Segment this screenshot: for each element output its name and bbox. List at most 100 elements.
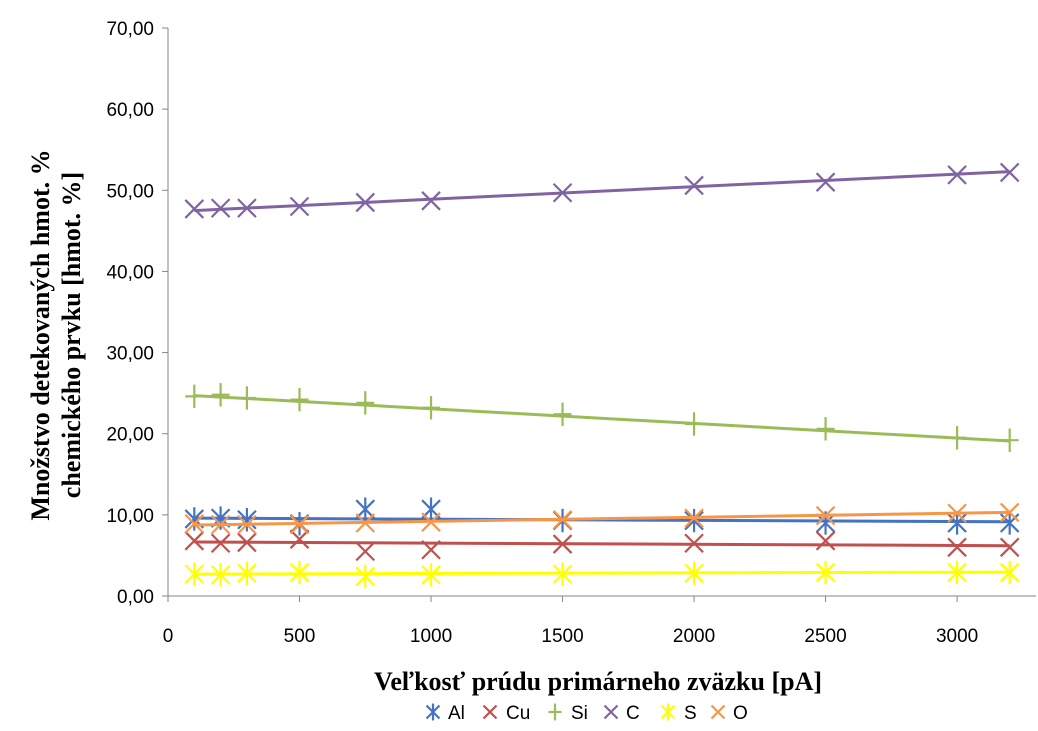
data-point-O xyxy=(237,514,257,535)
y-tick-label: 60,00 xyxy=(106,100,154,121)
data-point-Si xyxy=(816,417,835,441)
data-point-O xyxy=(289,514,310,535)
data-point-C xyxy=(684,175,704,196)
legend-label-O: O xyxy=(733,703,748,724)
y-tick-label: 0,00 xyxy=(117,587,154,608)
x-axis-title: Veľkosť prúdu primárneho zväzku [pA] xyxy=(374,667,822,696)
series-C xyxy=(184,162,1020,219)
marker-stroke xyxy=(421,191,441,211)
data-point-S xyxy=(552,562,573,586)
trendline-O xyxy=(194,510,1010,527)
y-axis-title: Množstvo detekovaných hmot. % chemického… xyxy=(26,149,86,520)
legend: Al Cu Si C S O xyxy=(425,703,748,724)
data-point-Cu xyxy=(237,532,257,553)
marker-stroke xyxy=(210,198,231,218)
data-point-Si xyxy=(948,426,967,450)
trendline-Cu xyxy=(194,540,1010,548)
data-point-C xyxy=(237,198,257,218)
legend-marker-Cu xyxy=(482,704,498,720)
marker-stroke xyxy=(482,704,498,720)
data-point-O xyxy=(421,512,441,532)
legend-label-S: S xyxy=(684,703,697,724)
trendline-Si xyxy=(194,394,1010,443)
data-point-Cu xyxy=(289,529,310,549)
data-point-Si xyxy=(1000,428,1019,452)
marker-stroke xyxy=(421,512,441,532)
marker-stroke xyxy=(684,533,704,554)
trendline-C xyxy=(194,170,1010,213)
data-point-Al xyxy=(947,511,967,535)
legend-marker-Si xyxy=(548,703,562,721)
legend-label-Al: Al xyxy=(448,703,465,724)
marker-stroke xyxy=(355,513,376,533)
marker-stroke xyxy=(947,165,967,185)
marker-stroke xyxy=(210,533,231,554)
marker-stroke xyxy=(947,537,967,558)
trendline-S xyxy=(194,570,1010,576)
legend-label-C: C xyxy=(626,703,640,724)
marker-stroke xyxy=(999,162,1020,183)
x-tick-label: 500 xyxy=(284,626,316,647)
legend-marker-C xyxy=(603,704,619,720)
legend-label-Cu: Cu xyxy=(506,703,530,724)
data-point-Si xyxy=(211,383,230,407)
marker-stroke xyxy=(815,531,836,551)
data-point-C xyxy=(421,191,441,211)
marker-stroke xyxy=(184,531,205,551)
data-point-Si xyxy=(356,391,375,415)
data-point-O xyxy=(815,505,836,526)
series-O xyxy=(184,502,1020,535)
marker-stroke xyxy=(289,196,310,217)
marker-stroke xyxy=(603,704,619,720)
data-point-C xyxy=(289,196,310,217)
data-point-O xyxy=(210,514,231,535)
data-point-Cu xyxy=(210,533,231,554)
axes xyxy=(162,27,1036,602)
marker-stroke xyxy=(421,539,441,560)
series-Si xyxy=(185,383,1019,452)
data-point-Cu xyxy=(355,541,376,562)
data-point-Si xyxy=(185,384,204,409)
data-point-Cu xyxy=(999,537,1020,558)
marker-stroke xyxy=(999,502,1020,523)
y-tick-label: 70,00 xyxy=(106,19,154,40)
y-tick-label: 10,00 xyxy=(106,506,154,527)
legend-label-Si: Si xyxy=(571,703,588,724)
marker-stroke xyxy=(710,704,726,720)
data-point-C xyxy=(552,182,573,203)
marker-stroke xyxy=(815,172,836,192)
data-point-S xyxy=(184,562,205,586)
data-point-C xyxy=(355,192,376,213)
data-point-C xyxy=(210,198,231,218)
legend-item-C: C xyxy=(603,703,640,724)
legend-item-S: S xyxy=(660,703,697,724)
data-point-O xyxy=(355,513,376,533)
data-point-S xyxy=(684,561,704,585)
y-axis-title-line-1: Množstvo detekovaných hmot. % xyxy=(26,149,55,520)
data-point-Cu xyxy=(947,537,967,558)
marker-stroke xyxy=(184,199,205,219)
x-tick-label: 1000 xyxy=(410,626,452,647)
y-axis-title-line-2: chemického prvku [hmot. %] xyxy=(57,172,86,498)
x-tick-label: 2000 xyxy=(673,626,715,647)
marker-stroke xyxy=(947,503,967,524)
marker-stroke xyxy=(552,509,573,530)
data-point-O xyxy=(552,509,573,530)
marker-stroke xyxy=(289,514,310,535)
data-point-O xyxy=(684,508,704,528)
series-Al xyxy=(184,497,1020,536)
x-tick-label: 2500 xyxy=(804,626,846,647)
data-point-Cu xyxy=(184,531,205,551)
x-tick-label: 3000 xyxy=(936,626,978,647)
marker-stroke xyxy=(355,541,376,562)
marker-stroke xyxy=(184,514,205,534)
data-point-C xyxy=(184,199,205,219)
marker-stroke xyxy=(237,198,257,218)
marker-stroke xyxy=(552,534,573,554)
data-point-Si xyxy=(685,412,704,436)
x-tick-label: 0 xyxy=(163,626,174,647)
marker-stroke xyxy=(999,537,1020,558)
legend-marker-O xyxy=(710,704,726,720)
marker-stroke xyxy=(684,508,704,528)
